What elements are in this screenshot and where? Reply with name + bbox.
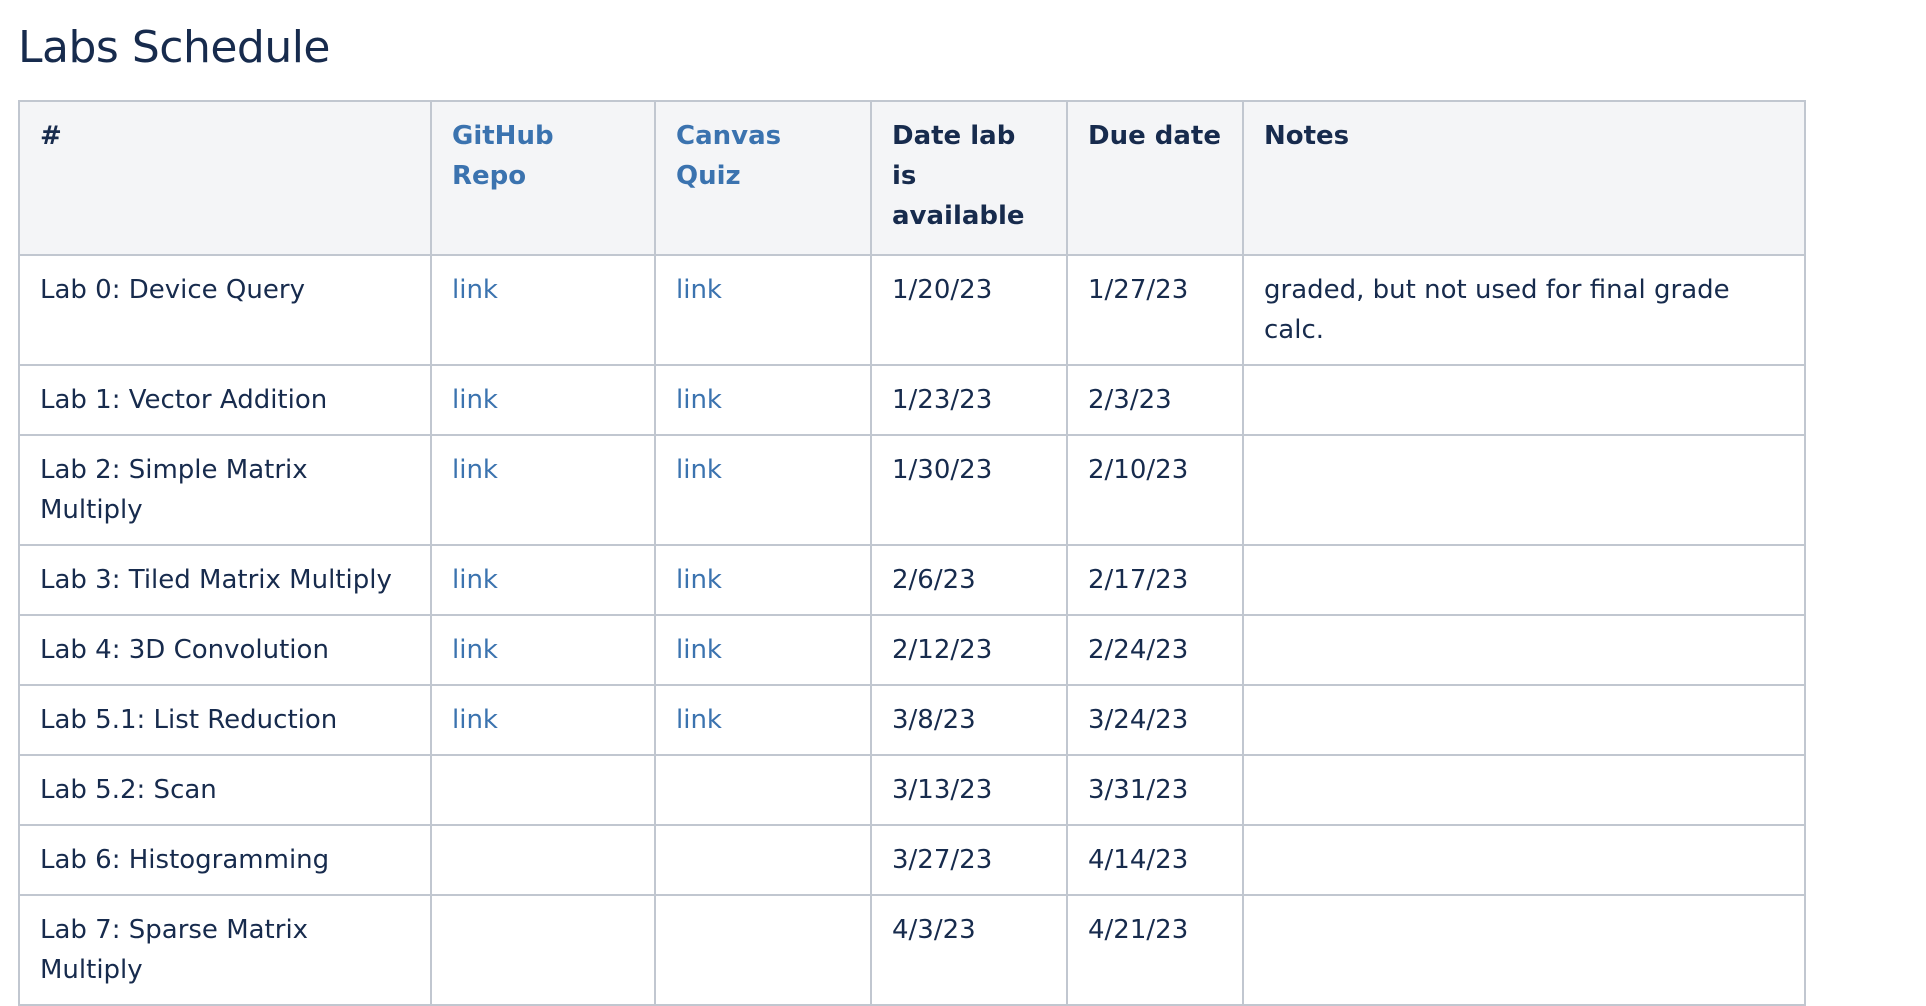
github-repo-link[interactable]: link: [452, 705, 498, 735]
github-repo-cell: link: [430, 614, 656, 686]
due-date: 2/24/23: [1066, 614, 1244, 686]
canvas-quiz-link[interactable]: link: [676, 635, 722, 665]
table-row: Lab 6: Histogramming 3/27/23 4/14/23: [18, 824, 1806, 896]
notes: [1242, 434, 1806, 546]
notes: graded, but not used for final grade cal…: [1242, 254, 1806, 366]
canvas-quiz-link[interactable]: link: [676, 275, 722, 305]
notes: [1242, 364, 1806, 436]
github-repo-cell: link: [430, 364, 656, 436]
github-repo-link[interactable]: link: [452, 275, 498, 305]
due-date: 2/17/23: [1066, 544, 1244, 616]
due-date: 2/3/23: [1066, 364, 1244, 436]
github-repo-header-link[interactable]: GitHub Repo: [452, 121, 554, 191]
github-repo-cell: link: [430, 544, 656, 616]
date-available: 1/20/23: [870, 254, 1068, 366]
date-available: 2/6/23: [870, 544, 1068, 616]
lab-name: Lab 7: Sparse Matrix Multiply: [18, 894, 432, 1006]
canvas-quiz-cell: link: [654, 614, 872, 686]
canvas-quiz-header-link[interactable]: Canvas Quiz: [676, 121, 782, 191]
lab-name: Lab 6: Histogramming: [18, 824, 432, 896]
github-repo-cell: link: [430, 684, 656, 756]
date-available: 2/12/23: [870, 614, 1068, 686]
canvas-quiz-link[interactable]: link: [676, 565, 722, 595]
due-date: 3/24/23: [1066, 684, 1244, 756]
github-repo-cell: [430, 824, 656, 896]
lab-name: Lab 4: 3D Convolution: [18, 614, 432, 686]
due-date: 2/10/23: [1066, 434, 1244, 546]
canvas-quiz-cell: link: [654, 684, 872, 756]
notes: [1242, 684, 1806, 756]
github-repo-cell: link: [430, 434, 656, 546]
github-repo-link[interactable]: link: [452, 455, 498, 485]
lab-name: Lab 0: Device Query: [18, 254, 432, 366]
lab-name: Lab 5.2: Scan: [18, 754, 432, 826]
date-available: 1/23/23: [870, 364, 1068, 436]
labs-schedule-table: # GitHub Repo Canvas Quiz Date lab is av…: [18, 100, 1806, 1006]
table-row: Lab 1: Vector Addition link link 1/23/23…: [18, 364, 1806, 436]
github-repo-cell: [430, 894, 656, 1006]
date-available: 3/13/23: [870, 754, 1068, 826]
header-canvas-quiz: Canvas Quiz: [654, 100, 872, 256]
lab-name: Lab 1: Vector Addition: [18, 364, 432, 436]
table-row: Lab 7: Sparse Matrix Multiply 4/3/23 4/2…: [18, 894, 1806, 1006]
canvas-quiz-cell: [654, 894, 872, 1006]
notes: [1242, 754, 1806, 826]
date-available: 3/8/23: [870, 684, 1068, 756]
header-github-repo: GitHub Repo: [430, 100, 656, 256]
canvas-quiz-link[interactable]: link: [676, 455, 722, 485]
header-notes: Notes: [1242, 100, 1806, 256]
github-repo-link[interactable]: link: [452, 635, 498, 665]
date-available: 1/30/23: [870, 434, 1068, 546]
canvas-quiz-cell: [654, 824, 872, 896]
notes: [1242, 614, 1806, 686]
canvas-quiz-link[interactable]: link: [676, 385, 722, 415]
table-row: Lab 4: 3D Convolution link link 2/12/23 …: [18, 614, 1806, 686]
table-header-row: # GitHub Repo Canvas Quiz Date lab is av…: [18, 100, 1806, 256]
table-row: Lab 2: Simple Matrix Multiply link link …: [18, 434, 1806, 546]
lab-name: Lab 2: Simple Matrix Multiply: [18, 434, 432, 546]
table-row: Lab 3: Tiled Matrix Multiply link link 2…: [18, 544, 1806, 616]
header-date-available: Date lab is available: [870, 100, 1068, 256]
github-repo-cell: link: [430, 254, 656, 366]
page-title: Labs Schedule: [18, 22, 331, 73]
notes: [1242, 544, 1806, 616]
table-row: Lab 5.1: List Reduction link link 3/8/23…: [18, 684, 1806, 756]
github-repo-link[interactable]: link: [452, 565, 498, 595]
canvas-quiz-cell: link: [654, 544, 872, 616]
date-available: 4/3/23: [870, 894, 1068, 1006]
canvas-quiz-cell: link: [654, 434, 872, 546]
due-date: 3/31/23: [1066, 754, 1244, 826]
lab-name: Lab 3: Tiled Matrix Multiply: [18, 544, 432, 616]
table-row: Lab 0: Device Query link link 1/20/23 1/…: [18, 254, 1806, 366]
notes: [1242, 894, 1806, 1006]
github-repo-link[interactable]: link: [452, 385, 498, 415]
due-date: 4/21/23: [1066, 894, 1244, 1006]
canvas-quiz-cell: [654, 754, 872, 826]
date-available: 3/27/23: [870, 824, 1068, 896]
lab-name: Lab 5.1: List Reduction: [18, 684, 432, 756]
due-date: 4/14/23: [1066, 824, 1244, 896]
header-due-date: Due date: [1066, 100, 1244, 256]
table-row: Lab 5.2: Scan 3/13/23 3/31/23: [18, 754, 1806, 826]
github-repo-cell: [430, 754, 656, 826]
due-date: 1/27/23: [1066, 254, 1244, 366]
notes: [1242, 824, 1806, 896]
canvas-quiz-link[interactable]: link: [676, 705, 722, 735]
canvas-quiz-cell: link: [654, 254, 872, 366]
header-number: #: [18, 100, 432, 256]
canvas-quiz-cell: link: [654, 364, 872, 436]
